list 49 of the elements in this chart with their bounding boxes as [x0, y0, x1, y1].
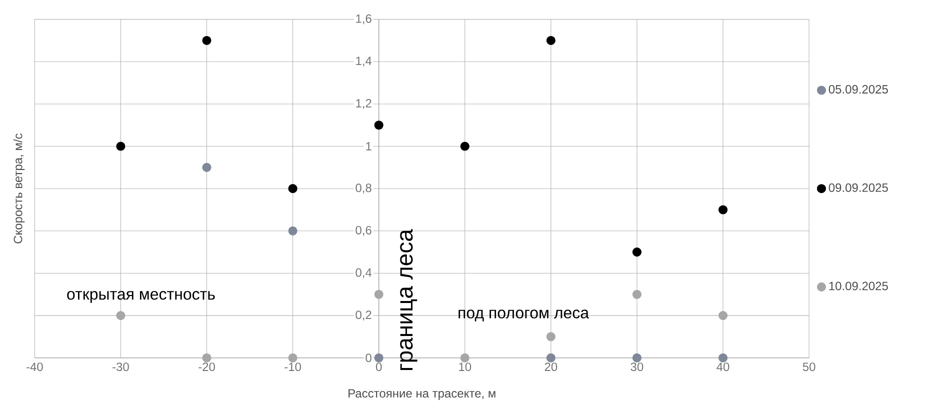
y-tick-label: 0: [366, 354, 372, 362]
point: [288, 353, 298, 362]
point: [374, 353, 384, 362]
x-axis-title: Расстояние на трасекте, м: [348, 389, 496, 400]
x-tick-label: -30: [112, 362, 129, 372]
y-tick-label: 0,4: [356, 268, 372, 278]
point: [546, 332, 556, 342]
x-tick-label: 20: [544, 362, 558, 372]
x-tick-label: 10: [459, 362, 472, 372]
point: [718, 311, 728, 320]
point: [288, 184, 298, 194]
legend-label: 09.09.2025: [828, 183, 888, 192]
legend-label: 05.09.2025: [828, 85, 888, 94]
x-tick-label: -40: [26, 362, 43, 372]
point: [116, 142, 126, 151]
annotation: под пологом леса: [458, 310, 590, 322]
y-tick-label: 0,6: [356, 226, 372, 236]
point: [718, 353, 728, 362]
y-tick-label: 1,2: [356, 99, 372, 109]
point: [632, 248, 642, 257]
y-tick-label: 1: [366, 142, 372, 150]
point: [374, 120, 384, 130]
y-tick-label: 1,4: [356, 56, 372, 67]
point: [632, 353, 642, 362]
y-tick-label: 1,6: [356, 14, 372, 24]
x-tick-label: 0: [376, 362, 382, 372]
y-axis-title: Скорость ветра, м/с: [13, 134, 25, 244]
x-tick-label: 30: [630, 362, 644, 372]
point: [718, 205, 728, 214]
point: [546, 36, 556, 46]
annotation: граница леса: [400, 229, 418, 370]
point: [288, 226, 298, 236]
point: [374, 290, 384, 299]
point: [546, 353, 556, 362]
point: [202, 162, 212, 172]
x-tick-label: 50: [802, 362, 816, 372]
point: [202, 353, 212, 362]
point: [460, 142, 470, 151]
y-tick-label: 0,8: [356, 184, 372, 194]
legend-label: 10.09.2025: [829, 282, 888, 290]
x-tick-label: 40: [716, 362, 730, 372]
x-tick-label: -10: [284, 362, 301, 372]
annotation: открытая местность: [67, 291, 215, 303]
point: [460, 353, 470, 362]
point: [116, 311, 126, 320]
y-tick-label: 0,2: [356, 310, 372, 321]
x-tick-label: -20: [198, 362, 215, 372]
point: [202, 36, 212, 46]
point: [632, 290, 642, 299]
